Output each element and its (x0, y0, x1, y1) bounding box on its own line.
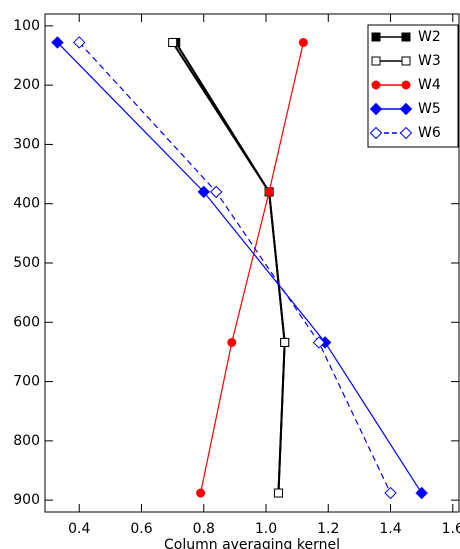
marker (371, 56, 381, 66)
series-line (171, 41, 286, 494)
marker (51, 36, 64, 49)
marker (227, 337, 237, 347)
legend-label: W5 (418, 101, 441, 117)
x-tick-label: 0.8 (193, 521, 215, 537)
series-line (57, 42, 423, 494)
y-tick-label: 600 (13, 314, 40, 330)
marker (371, 32, 381, 42)
marker (168, 37, 178, 47)
legend-label: W2 (418, 29, 441, 45)
y-tick-label: 200 (13, 77, 40, 93)
marker (298, 37, 308, 47)
x-tick-label: 1.0 (255, 521, 277, 537)
x-axis-label: Column averaging kernel (164, 537, 340, 549)
series-line (200, 42, 304, 494)
y-tick-label: 500 (13, 255, 40, 271)
marker (399, 126, 413, 140)
marker (371, 80, 381, 90)
marker (197, 185, 210, 199)
marker (264, 187, 274, 197)
marker (401, 32, 411, 42)
y-tick-label: 400 (13, 196, 40, 212)
marker (415, 486, 428, 500)
y-tick-label: 800 (13, 433, 40, 449)
marker (401, 56, 411, 66)
x-tick-label: 0.6 (130, 521, 152, 537)
x-tick-label: 1.2 (317, 521, 339, 537)
legend-label: W4 (418, 77, 441, 93)
x-tick-label: 0.4 (68, 521, 90, 537)
marker (369, 102, 383, 116)
y-tick-label: 300 (13, 136, 40, 152)
marker (401, 80, 411, 90)
marker (273, 488, 283, 498)
marker (73, 36, 86, 49)
marker (369, 126, 383, 140)
marker (209, 185, 223, 199)
legend-box (367, 24, 459, 148)
marker (399, 102, 413, 116)
y-tick-label: 100 (13, 18, 40, 34)
marker (384, 486, 397, 500)
y-tick-label: 900 (13, 492, 40, 508)
x-tick-label: 1.6 (442, 521, 460, 537)
marker (196, 488, 206, 498)
x-tick-label: 1.4 (379, 521, 401, 537)
legend-label: W3 (418, 53, 441, 69)
y-tick-label: 700 (13, 374, 40, 390)
marker (280, 337, 290, 347)
legend-label: W6 (418, 125, 441, 141)
marker (312, 336, 326, 349)
series-line (78, 42, 392, 494)
